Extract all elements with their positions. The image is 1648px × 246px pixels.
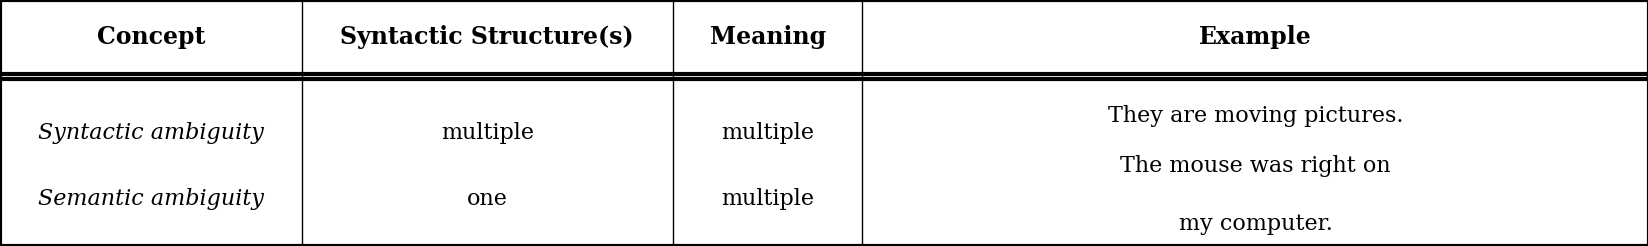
Text: multiple: multiple xyxy=(720,188,814,210)
Text: one: one xyxy=(466,188,508,210)
Text: Syntactic Structure(s): Syntactic Structure(s) xyxy=(339,25,634,49)
Text: Syntactic ambiguity: Syntactic ambiguity xyxy=(38,122,264,144)
Text: multiple: multiple xyxy=(720,122,814,144)
Text: multiple: multiple xyxy=(440,122,534,144)
Text: my computer.: my computer. xyxy=(1178,213,1332,235)
Text: Meaning: Meaning xyxy=(709,25,826,49)
Text: Concept: Concept xyxy=(97,25,204,49)
Text: Semantic ambiguity: Semantic ambiguity xyxy=(38,188,264,210)
Text: The mouse was right on: The mouse was right on xyxy=(1119,155,1391,177)
Text: Example: Example xyxy=(1198,25,1312,49)
Text: They are moving pictures.: They are moving pictures. xyxy=(1107,105,1402,127)
